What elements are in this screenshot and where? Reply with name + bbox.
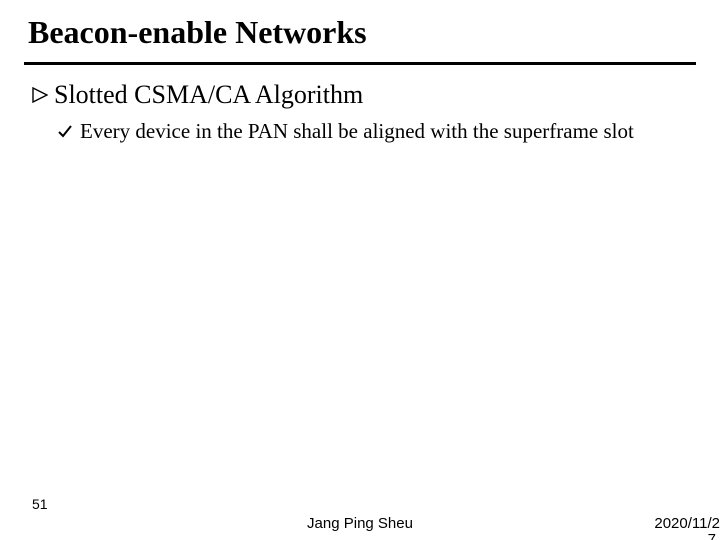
arrow-right-icon [32,87,48,103]
footer-date: 2020/11/2 [654,515,720,532]
title-rule [24,62,696,65]
slide-number: 51 [32,496,48,512]
bullet-level2: Every device in the PAN shall be aligned… [58,118,678,145]
footer-author: Jang Ping Sheu [0,515,720,532]
footer-date-sub: 7 [708,531,716,540]
bullet-level2-text: Every device in the PAN shall be aligned… [80,118,634,145]
slide-title: Beacon-enable Networks [28,14,367,51]
bullet-level1: Slotted CSMA/CA Algorithm [32,80,363,110]
slide: Beacon-enable Networks Slotted CSMA/CA A… [0,0,720,540]
bullet-level1-text: Slotted CSMA/CA Algorithm [54,80,363,110]
check-icon [58,124,72,138]
